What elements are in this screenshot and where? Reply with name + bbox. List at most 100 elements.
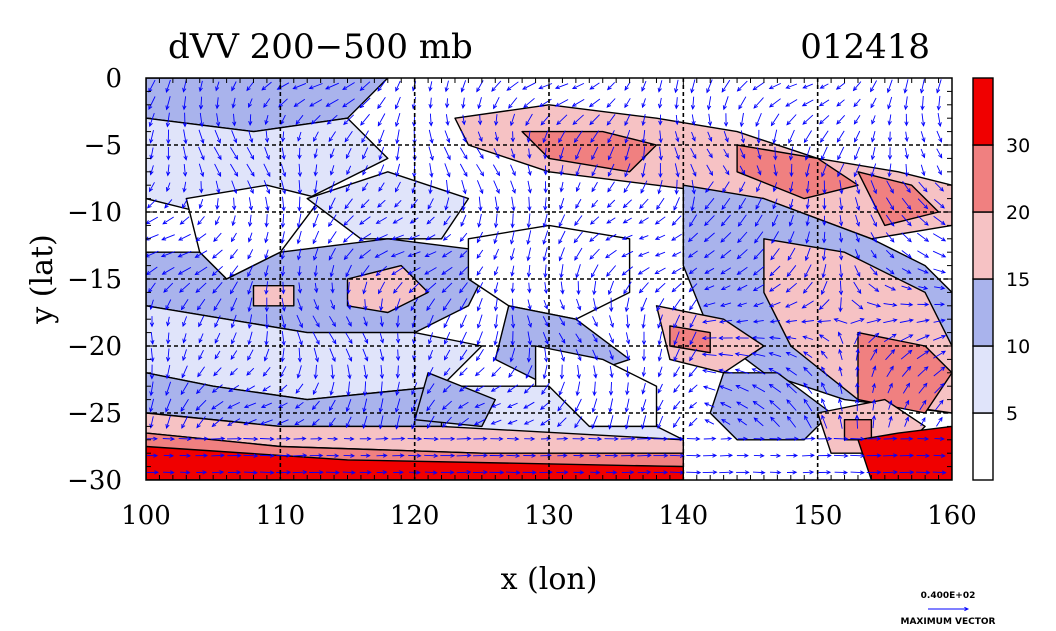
wind-vector — [198, 129, 205, 144]
wind-vector — [838, 215, 844, 227]
wind-vector — [311, 400, 320, 411]
wind-vector — [278, 98, 288, 108]
wind-vector — [444, 163, 451, 178]
wind-vector — [313, 347, 319, 363]
wind-vector — [426, 383, 435, 395]
wind-vector — [395, 381, 400, 397]
wind-vector — [343, 248, 354, 261]
wind-vector — [769, 265, 781, 277]
wind-vector — [657, 331, 663, 346]
wind-vector — [933, 215, 946, 226]
wind-vector — [149, 416, 154, 429]
wind-vector — [637, 267, 650, 275]
wind-vector — [165, 415, 171, 429]
wind-vector — [671, 233, 682, 241]
wind-vector — [658, 130, 663, 144]
wind-vector — [801, 300, 814, 309]
wind-vector — [395, 315, 400, 328]
wind-vector — [854, 398, 860, 412]
wind-vector — [212, 470, 225, 475]
wind-vector — [839, 197, 844, 211]
wind-vector — [526, 130, 531, 143]
wind-vector — [588, 98, 601, 108]
wind-vector — [638, 235, 649, 240]
wind-vector — [346, 281, 351, 295]
wind-vector — [936, 95, 941, 111]
wind-vector — [621, 470, 635, 475]
wind-vector — [804, 146, 811, 161]
wind-vector — [541, 382, 550, 395]
wind-vector — [688, 417, 698, 427]
wind-vector — [688, 384, 698, 393]
wind-vector — [329, 315, 336, 328]
wind-vector — [543, 348, 549, 363]
wind-vector — [182, 349, 187, 362]
wind-vector — [592, 316, 598, 328]
wind-vector — [735, 319, 748, 324]
wind-vector — [230, 232, 237, 243]
wind-vector — [916, 453, 931, 458]
wind-vector — [901, 232, 912, 243]
wind-vector — [259, 470, 275, 475]
wind-vector — [424, 251, 437, 257]
wind-vector — [590, 130, 600, 144]
wind-vector — [936, 416, 943, 427]
wind-vector — [786, 114, 797, 126]
wind-vector — [703, 436, 717, 441]
wind-vector — [149, 299, 154, 311]
wind-vector — [182, 181, 187, 193]
wind-vector — [589, 114, 600, 126]
wind-vector — [362, 182, 369, 192]
wind-vector — [768, 383, 782, 393]
wind-vector — [231, 180, 238, 194]
wind-vector — [196, 416, 206, 429]
wind-vector — [378, 164, 385, 177]
wind-vector — [440, 436, 456, 442]
wind-vector — [543, 282, 549, 295]
wind-vector — [329, 148, 335, 159]
wind-vector — [312, 331, 320, 346]
wind-vector — [211, 265, 223, 276]
wind-vector — [641, 331, 647, 346]
wind-vector — [801, 319, 814, 324]
wind-vector — [702, 319, 717, 324]
wind-vector — [821, 247, 827, 262]
wind-vector — [508, 97, 518, 109]
wind-vector — [394, 96, 401, 110]
wind-vector — [476, 282, 484, 294]
wind-vector — [246, 147, 255, 161]
wind-vector — [885, 267, 895, 275]
wind-vector — [638, 217, 649, 224]
wind-vector — [509, 113, 516, 127]
wind-vector — [719, 453, 734, 458]
wind-vector — [243, 418, 257, 426]
wind-vector — [444, 197, 450, 211]
wind-vector — [444, 130, 451, 144]
wind-vector — [853, 98, 861, 108]
wind-vector — [379, 365, 385, 380]
wind-vector — [690, 163, 697, 177]
wind-vector — [756, 129, 761, 144]
wind-vector — [182, 112, 188, 128]
wind-vector — [936, 165, 942, 176]
wind-vector — [785, 301, 798, 308]
wind-vector — [821, 381, 828, 395]
wind-vector — [343, 114, 355, 126]
wind-vector — [460, 314, 467, 329]
wind-vector — [788, 129, 795, 144]
wind-vector — [379, 333, 385, 344]
wind-vector — [146, 199, 157, 209]
wind-vector — [751, 335, 765, 340]
wind-vector — [280, 265, 286, 277]
wind-vector — [460, 130, 467, 143]
wind-vector — [292, 453, 308, 458]
colorbar — [972, 77, 994, 481]
wind-vector — [737, 436, 748, 441]
wind-vector — [866, 470, 882, 475]
wind-vector — [576, 364, 581, 380]
wind-vector — [719, 402, 732, 409]
colorbar-swatch — [972, 77, 994, 146]
colorbar-swatch — [972, 278, 994, 347]
wind-vector — [839, 180, 844, 195]
wind-vector — [591, 164, 598, 177]
